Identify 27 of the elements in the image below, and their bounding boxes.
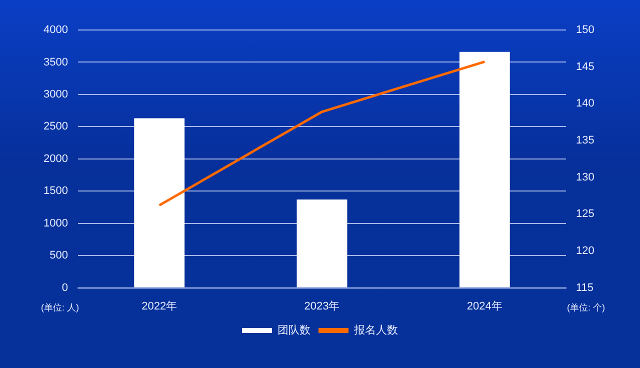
- legend-label: 团队数: [278, 324, 310, 337]
- x-tick-label: 2022年: [142, 300, 178, 312]
- x-tick-label: 2023年: [304, 300, 340, 312]
- y2-tick-label: 120: [576, 245, 594, 258]
- y-tick-label: 1000: [44, 217, 68, 230]
- y-tick-label: 3000: [44, 88, 68, 100]
- bar: [459, 52, 510, 288]
- x-tick-label: 2024年: [466, 300, 502, 312]
- y-axis-title: (单位: 人): [41, 302, 79, 312]
- y-tick-label: 3500: [44, 56, 68, 68]
- y2-tick-label: 150: [576, 24, 594, 36]
- y2-tick-label: 140: [576, 98, 594, 110]
- y2-tick-label: 145: [576, 60, 594, 73]
- bar: [296, 200, 348, 288]
- bar: [134, 118, 185, 288]
- y2-tick-label: 115: [576, 282, 594, 294]
- y-tick-label: 0: [62, 282, 68, 294]
- y2-axis-title: (单位: 个): [567, 302, 605, 312]
- y-tick-label: 500: [50, 250, 68, 262]
- y-tick-label: 2500: [44, 120, 68, 133]
- y-tick-label: 2000: [44, 152, 68, 165]
- legend-label: 报名人数: [353, 324, 398, 337]
- y-tick-label: 1500: [44, 185, 68, 198]
- y-tick-label: 4000: [44, 24, 68, 36]
- y2-tick-label: 125: [576, 208, 594, 220]
- y2-tick-label: 130: [576, 171, 594, 184]
- y2-tick-label: 135: [576, 134, 594, 147]
